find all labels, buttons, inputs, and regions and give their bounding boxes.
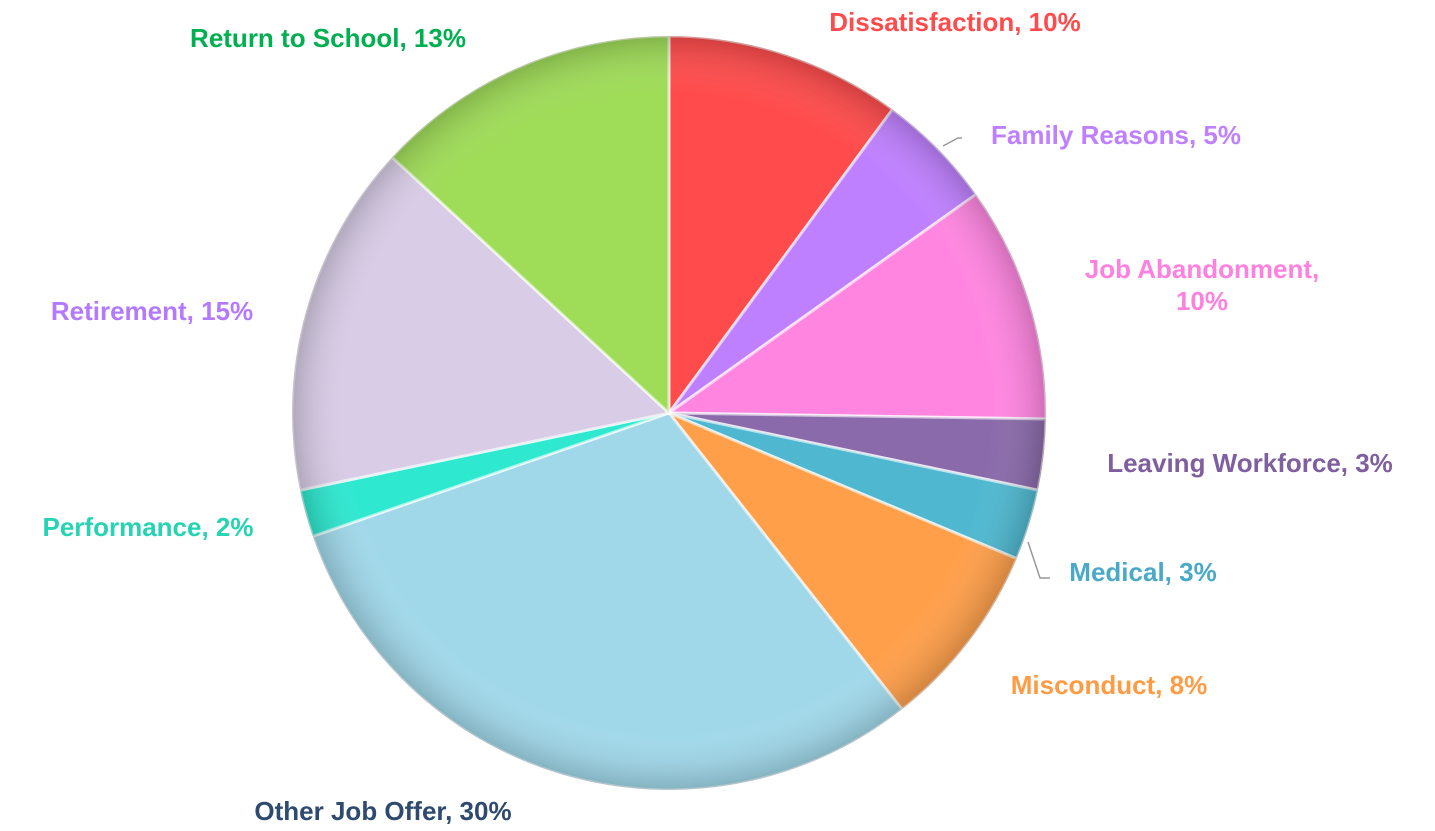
data-label: Return to School, 13% [190,23,466,53]
leader-line [1027,541,1050,579]
data-label: Performance, 2% [42,512,254,542]
data-label: Family Reasons, 5% [991,120,1241,150]
data-label: Job Abandonment, 10% [1084,254,1320,316]
data-label: Retirement, 15% [50,296,254,326]
data-label: Leaving Workforce, 3% [1107,448,1393,478]
leader-line [942,137,962,147]
data-label: Medical, 3% [1069,557,1217,587]
data-label: Misconduct, 8% [1010,670,1208,700]
slices [290,34,1048,792]
data-label: Other Job Offer, 30% [254,796,512,826]
data-label: Dissatisfaction, 10% [829,7,1081,37]
